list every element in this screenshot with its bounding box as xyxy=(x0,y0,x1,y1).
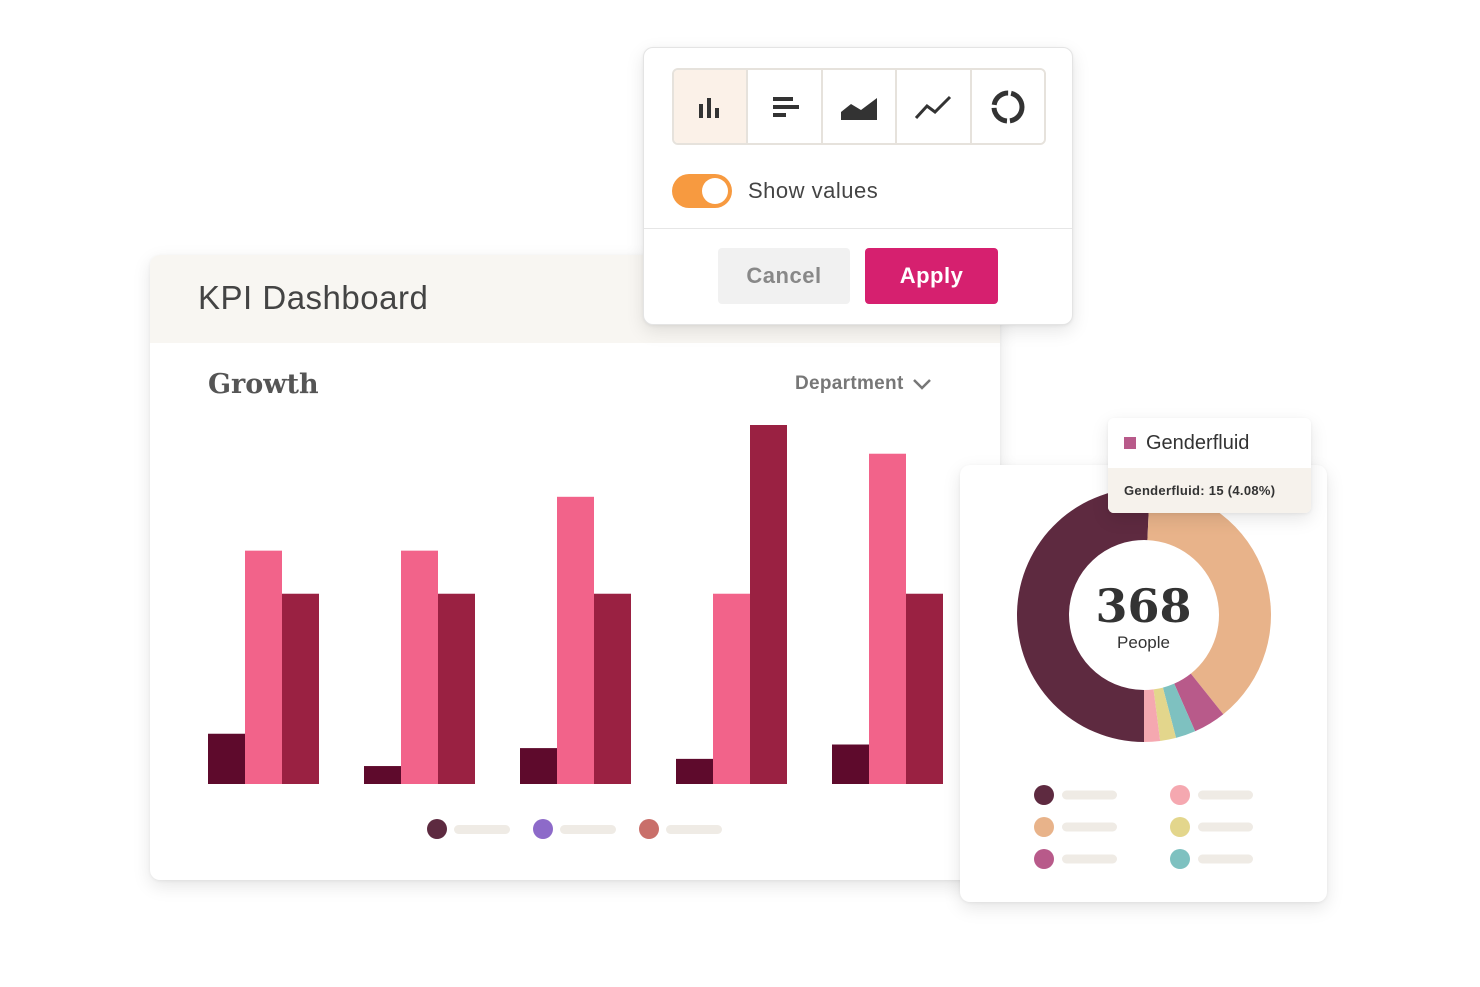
tooltip-value: Genderfluid: 15 (4.08%) xyxy=(1124,483,1276,498)
area-chart-type-button[interactable] xyxy=(822,70,898,143)
legend-label-placeholder xyxy=(666,825,722,834)
bar-group-3-series-2[interactable] xyxy=(557,496,594,784)
line-chart-type-button[interactable] xyxy=(897,70,972,143)
donut-slice-6[interactable] xyxy=(1144,689,1161,742)
department-dropdown[interactable]: Department xyxy=(795,373,932,395)
bar-group-4-series-2[interactable] xyxy=(713,593,750,784)
legend-dot xyxy=(533,819,553,839)
bar-group-4-series-3[interactable] xyxy=(750,425,787,784)
donut-legend-label-placeholder xyxy=(1198,790,1253,800)
donut-legend-label-placeholder xyxy=(1198,822,1253,832)
bar-group-3-series-1[interactable] xyxy=(520,748,557,784)
legend-label-placeholder xyxy=(454,825,510,834)
donut-slice-1[interactable] xyxy=(1016,487,1150,742)
donut-legend-label-placeholder xyxy=(1062,854,1117,864)
bar-group-5-series-3[interactable] xyxy=(906,593,943,784)
donut-legend-dot xyxy=(1170,849,1190,869)
donut-legend-dot xyxy=(1170,817,1190,837)
tooltip-series-name: Genderfluid xyxy=(1146,431,1250,454)
tooltip-body: Genderfluid: 15 (4.08%) xyxy=(1108,468,1311,513)
donut-legend-dot xyxy=(1170,785,1190,805)
show-values-label: Show values xyxy=(748,178,879,203)
kpi-dashboard-card: KPI Dashboard Growth Department xyxy=(150,255,1000,880)
toggle-knob xyxy=(702,178,728,204)
horizontal-bar-type-button[interactable] xyxy=(748,70,823,143)
donut-chart-type-button[interactable] xyxy=(971,70,1044,143)
people-donut-chart xyxy=(1016,487,1271,869)
legend-dot xyxy=(639,819,659,839)
bar-group-1-series-2[interactable] xyxy=(245,550,282,784)
chart-options-popover: Show values Cancel Apply xyxy=(643,47,1073,325)
growth-panel-title: Growth xyxy=(208,369,319,400)
donut-legend-dot xyxy=(1034,817,1054,837)
legend-label-placeholder xyxy=(560,825,616,834)
department-dropdown-label: Department xyxy=(795,373,904,394)
people-donut-card: 368 People xyxy=(960,465,1327,902)
bar-group-1-series-3[interactable] xyxy=(282,593,319,784)
bar-group-5-series-2[interactable] xyxy=(869,453,906,784)
donut-legend-dot xyxy=(1034,849,1054,869)
donut-slice-4[interactable] xyxy=(1162,683,1196,738)
dashboard-title: KPI Dashboard xyxy=(198,279,429,316)
tooltip-header: Genderfluid xyxy=(1108,418,1311,468)
bar-chart-icon xyxy=(699,97,720,118)
bar-group-2-series-2[interactable] xyxy=(401,550,438,784)
bar-group-4-series-1[interactable] xyxy=(676,758,713,784)
show-values-toggle[interactable] xyxy=(672,174,732,208)
donut-legend-label-placeholder xyxy=(1198,854,1253,864)
slice-tooltip: Genderfluid Genderfluid: 15 (4.08%) xyxy=(1108,418,1311,513)
bar-group-2-series-3[interactable] xyxy=(438,593,475,784)
chevron-down-icon xyxy=(912,379,931,390)
growth-bar-chart xyxy=(208,425,943,839)
donut-chart-icon xyxy=(991,90,1025,123)
legend-dot xyxy=(427,819,447,839)
area-chart-icon xyxy=(841,97,878,120)
bar-group-3-series-3[interactable] xyxy=(594,593,631,784)
donut-center-value: 368 xyxy=(1095,579,1192,633)
apply-button[interactable]: Apply xyxy=(865,248,998,304)
donut-legend-label-placeholder xyxy=(1062,822,1117,832)
popover-divider xyxy=(644,228,1072,229)
donut-slice-5[interactable] xyxy=(1153,687,1177,741)
donut-slice-2[interactable] xyxy=(1147,488,1271,715)
show-values-row: Show values xyxy=(672,174,878,208)
bar-group-1-series-1[interactable] xyxy=(208,733,245,784)
bar-group-5-series-1[interactable] xyxy=(832,744,869,784)
donut-legend-label-placeholder xyxy=(1062,790,1117,800)
chart-type-selector xyxy=(672,68,1046,145)
horizontal-bar-icon xyxy=(772,96,799,117)
donut-legend-dot xyxy=(1034,785,1054,805)
cancel-button[interactable]: Cancel xyxy=(718,248,850,304)
bar-group-2-series-1[interactable] xyxy=(364,766,401,784)
tooltip-swatch xyxy=(1124,437,1136,449)
line-chart-icon xyxy=(915,95,952,119)
bar-chart-type-button[interactable] xyxy=(674,70,749,143)
donut-slice-3[interactable] xyxy=(1174,673,1224,732)
donut-center-label: People xyxy=(1117,633,1170,652)
